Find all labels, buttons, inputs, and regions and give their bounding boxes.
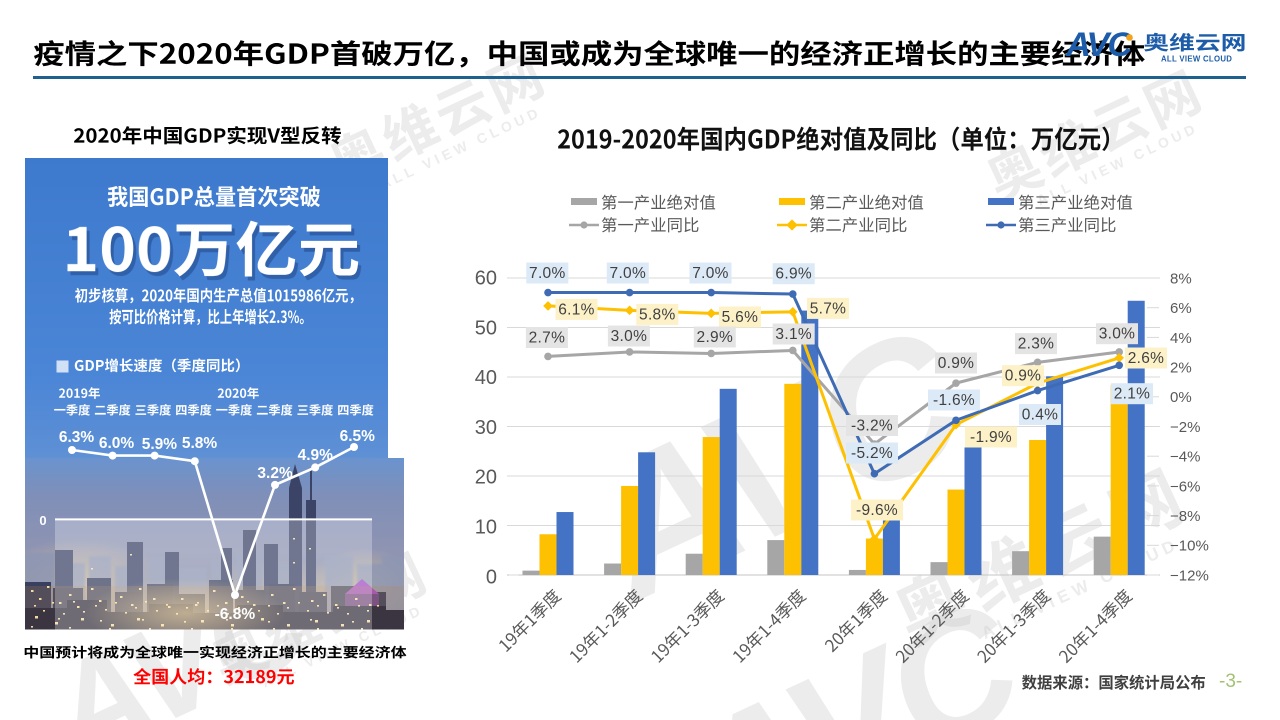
svg-text:20: 20 (475, 467, 497, 489)
svg-text:-1.6%: -1.6% (933, 392, 975, 409)
svg-text:2.6%: 2.6% (1128, 350, 1165, 367)
svg-text:−6%: −6% (1170, 478, 1200, 495)
svg-text:2.7%: 2.7% (529, 330, 566, 347)
svg-text:5.9%: 5.9% (142, 436, 178, 453)
svg-text:7.0%: 7.0% (610, 265, 647, 282)
svg-text:7.0%: 7.0% (692, 265, 729, 282)
svg-text:10: 10 (475, 517, 497, 539)
svg-text:0.4%: 0.4% (1022, 407, 1059, 424)
svg-text:0: 0 (39, 513, 46, 528)
svg-text:ALL VIEW CLOUD: ALL VIEW CLOUD (1161, 55, 1232, 64)
svg-text:-1.9%: -1.9% (970, 429, 1012, 446)
svg-text:-5.2%: -5.2% (851, 445, 893, 462)
svg-text:0.9%: 0.9% (1005, 368, 1042, 385)
svg-text:6.9%: 6.9% (775, 266, 812, 283)
svg-text:−8%: −8% (1170, 508, 1200, 525)
svg-text:-3.2%: -3.2% (851, 418, 893, 435)
svg-text:2%: 2% (1170, 360, 1192, 377)
svg-text:6.5%: 6.5% (340, 428, 376, 445)
svg-text:5.7%: 5.7% (810, 300, 847, 317)
svg-text:3.0%: 3.0% (1099, 326, 1136, 343)
svg-text:5.8%: 5.8% (182, 435, 218, 452)
svg-text:2.3%: 2.3% (1018, 336, 1055, 353)
svg-text:7.0%: 7.0% (529, 265, 566, 282)
svg-text:-9.6%: -9.6% (856, 502, 898, 519)
svg-text:3.1%: 3.1% (775, 326, 812, 343)
svg-text:30: 30 (475, 417, 497, 439)
svg-text:0.9%: 0.9% (938, 355, 975, 372)
svg-text:−10%: −10% (1170, 538, 1209, 555)
svg-text:4.9%: 4.9% (298, 447, 334, 464)
svg-text:0: 0 (486, 566, 497, 588)
svg-text:60: 60 (475, 268, 497, 290)
svg-text:6.1%: 6.1% (558, 301, 595, 318)
svg-text:3.0%: 3.0% (611, 328, 648, 345)
svg-text:6%: 6% (1170, 300, 1192, 317)
svg-text:6.0%: 6.0% (99, 435, 135, 452)
svg-text:4%: 4% (1170, 330, 1192, 347)
svg-text:-3-: -3- (1219, 671, 1242, 692)
svg-text:−4%: −4% (1170, 449, 1200, 466)
svg-text:2.1%: 2.1% (1114, 386, 1151, 403)
svg-text:50: 50 (475, 317, 497, 339)
svg-text:0%: 0% (1170, 389, 1192, 406)
svg-text:5.8%: 5.8% (639, 306, 676, 323)
svg-text:2.9%: 2.9% (697, 329, 734, 346)
svg-text:3.2%: 3.2% (257, 465, 293, 482)
svg-text:8%: 8% (1170, 270, 1192, 287)
svg-text:−12%: −12% (1170, 567, 1209, 584)
svg-text:6.3%: 6.3% (59, 429, 95, 446)
svg-text:40: 40 (475, 367, 497, 389)
svg-text:5.6%: 5.6% (722, 309, 759, 326)
svg-text:AVC: AVC (1065, 26, 1133, 64)
svg-text:-6.8%: -6.8% (215, 606, 256, 623)
svg-text:−2%: −2% (1170, 419, 1200, 436)
